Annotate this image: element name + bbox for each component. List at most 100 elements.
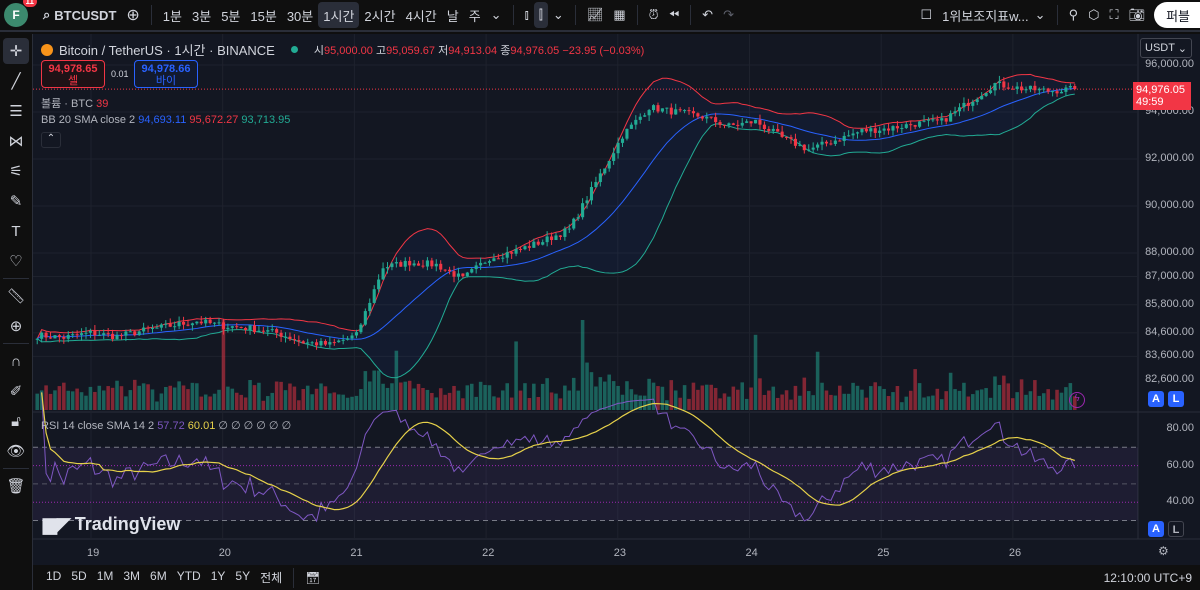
lightning-icon[interactable]: ϟ (1069, 392, 1085, 408)
chart-canvas[interactable] (33, 34, 1200, 565)
layout-name-button[interactable]: 1위보조지표w... ⌄ (942, 7, 1046, 24)
chevron-down-icon[interactable]: ⌄ (490, 7, 502, 22)
text-icon[interactable]: T (11, 222, 21, 240)
candle-body (678, 109, 682, 111)
projection-icon[interactable]: ⚟ (9, 163, 23, 180)
candle-body (492, 258, 496, 262)
volume-bar (780, 394, 784, 410)
drawing-toolbar: ✛ ╱ ☰ ⋈ ⚟ ✎ T ♡ 📏︎ ⊕ ∩ ✐ 🔓︎ 👁︎ 🗑︎ (0, 34, 33, 590)
symbol-title[interactable]: Bitcoin / TetherUS · 1시간 · BINANCE (59, 43, 275, 58)
trend-line-icon[interactable]: ╱ (11, 73, 21, 90)
ruler-icon[interactable]: 📏︎ (6, 288, 26, 305)
fib-icon[interactable]: ☰ (9, 103, 23, 120)
volume-bar (270, 392, 274, 410)
brush-icon[interactable]: ✎ (9, 193, 23, 210)
candle-body (802, 144, 806, 151)
heart-icon[interactable]: ♡ (9, 253, 23, 270)
interval-3[interactable]: 15분 (250, 8, 277, 24)
interval-2[interactable]: 5분 (221, 8, 241, 24)
templates-icon[interactable]: ▦ (613, 7, 626, 22)
rsi-log-scale-button[interactable]: L (1168, 521, 1184, 537)
chart-area[interactable]: Bitcoin / TetherUS · 1시간 · BINANCE 시95,0… (33, 34, 1200, 565)
timezone-clock[interactable]: 12:10:00 UTC+9 (1103, 570, 1192, 585)
sell-button[interactable]: 94,978.65 셀 (41, 60, 105, 88)
volume-bar (492, 396, 496, 410)
range-2[interactable]: 1M (96, 569, 114, 583)
pattern-icon[interactable]: ⋈ (8, 133, 24, 150)
alert-icon[interactable]: ⏰︎ (648, 7, 659, 22)
fullscreen-icon[interactable]: ⛶ (1109, 7, 1119, 22)
range-7[interactable]: 5Y (235, 569, 251, 583)
candle-body (980, 95, 984, 100)
bar-chart-icon[interactable]: ⫾ (524, 7, 529, 22)
candle-body (612, 153, 616, 161)
add-symbol-icon[interactable]: ⊕ (126, 7, 140, 24)
interval-6[interactable]: 2시간 (364, 8, 396, 24)
interval-0[interactable]: 1분 (162, 8, 182, 24)
candle-body (966, 102, 970, 106)
eye-icon[interactable]: 👁︎ (6, 443, 26, 460)
candle-body (496, 258, 500, 260)
volume-bar (948, 372, 953, 410)
log-scale-button[interactable]: L (1168, 391, 1184, 407)
range-1[interactable]: 5D (71, 569, 87, 583)
trash-icon[interactable]: 🗑︎ (6, 478, 26, 495)
settings-icon[interactable]: ⚙︎ (1158, 544, 1169, 558)
volume-bar (824, 390, 829, 410)
collapse-legend-icon[interactable]: ⌃ (41, 132, 61, 148)
volume-bar (563, 385, 567, 410)
camera-icon[interactable]: 📷︎ (1128, 7, 1146, 22)
candle-body (48, 337, 53, 339)
indicators-icon[interactable]: 📈︎ (586, 7, 604, 22)
interval-7[interactable]: 4시간 (405, 8, 437, 24)
volume-bar (753, 334, 758, 410)
interval-8[interactable]: 날 (446, 8, 459, 24)
magnet-icon[interactable]: ∩ (10, 352, 22, 370)
candle-body (975, 99, 979, 103)
range-0[interactable]: 1D (46, 569, 62, 583)
buy-button[interactable]: 94,978.66 바이 (134, 60, 198, 88)
chevron-down-icon[interactable]: ⌄ (552, 7, 564, 22)
range-4[interactable]: 6M (150, 569, 167, 583)
candle-body (647, 110, 651, 116)
price-tick: 92,000.00 (1145, 152, 1194, 164)
undo-icon[interactable]: ↶ (702, 7, 714, 22)
rsi-legend[interactable]: RSI 14 close SMA 14 2 57.72 60.01 ∅ ∅ ∅ … (41, 420, 292, 432)
candle-body (75, 334, 79, 336)
volume-bar (651, 382, 656, 410)
rsi-auto-scale-button[interactable]: A (1148, 521, 1164, 537)
bb-legend[interactable]: BB 20 SMA close 2 94,693.11 95,672.27 93… (41, 114, 291, 126)
lock-drawing-icon[interactable]: ✐ (9, 383, 23, 400)
interval-1[interactable]: 3분 (192, 8, 212, 24)
volume-bar (359, 389, 363, 410)
volume-legend[interactable]: 볼륨 · BTC 39 (41, 98, 109, 110)
candle-body (962, 102, 966, 108)
range-6[interactable]: 1Y (210, 569, 226, 583)
candle-body (895, 126, 899, 129)
volume-bar (634, 394, 638, 410)
replay-icon[interactable]: ⏪︎ (668, 7, 680, 22)
lock-icon[interactable]: 🔓︎ (11, 412, 21, 430)
interval-5[interactable]: 1시간 (318, 2, 360, 28)
symbol-search-button[interactable]: ⌕ BTCUSDT (43, 7, 117, 23)
interval-9[interactable]: 주 (468, 8, 481, 24)
currency-select[interactable]: USDT ⌄ (1140, 38, 1192, 58)
redo-icon[interactable]: ↷ (723, 7, 734, 22)
volume-bar (288, 383, 292, 410)
range-5[interactable]: YTD (176, 569, 201, 583)
range-8[interactable]: 전체 (260, 571, 283, 585)
zoom-in-icon[interactable]: ⊕ (9, 318, 23, 335)
candle-chart-icon[interactable]: ⫿ (533, 2, 548, 28)
settings-icon[interactable]: ⬡ (1088, 7, 1100, 22)
candle-body (527, 246, 531, 248)
interval-4[interactable]: 30분 (286, 8, 314, 24)
avatar[interactable]: F 11 (4, 0, 37, 27)
auto-scale-button[interactable]: A (1148, 391, 1164, 407)
crosshair-icon[interactable]: ✛ (3, 38, 29, 64)
go-to-date-icon[interactable]: 📅︎ (305, 570, 321, 585)
publish-button[interactable]: 퍼블 (1154, 2, 1200, 28)
candle-body (181, 321, 186, 325)
layout-checkbox-icon[interactable]: ☐ (920, 7, 933, 22)
range-3[interactable]: 3M (123, 569, 141, 583)
quick-search-icon[interactable]: ⚲ (1068, 7, 1079, 22)
